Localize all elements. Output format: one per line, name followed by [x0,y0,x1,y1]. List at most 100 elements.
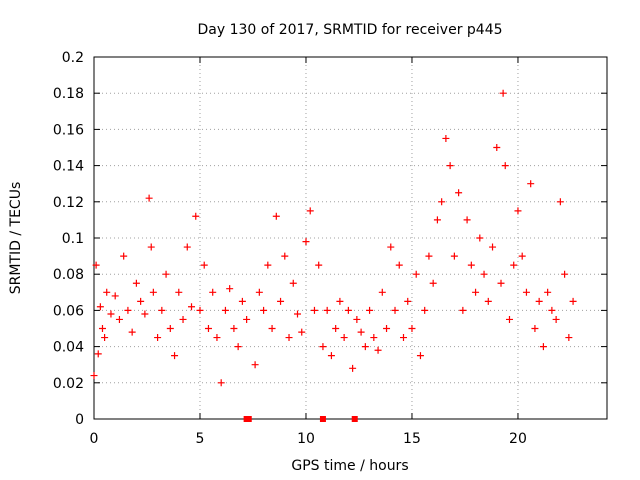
data-point [450,252,458,260]
data-point [162,270,170,278]
data-point [378,288,386,296]
data-point [569,297,577,305]
data-point [238,297,246,305]
data-point [438,198,446,206]
data-point [561,270,569,278]
data-point [510,261,518,269]
chart-title: Day 130 of 2017, SRMTID for receiver p44… [197,22,502,38]
data-point [204,325,212,332]
data-point [455,189,463,197]
data-point [429,279,437,287]
data-point [522,288,530,296]
data-point [90,372,98,380]
data-point [264,261,272,269]
data-point [404,297,412,305]
y-tick-label: 0.14 [53,159,84,175]
y-tick-label: 0.08 [53,267,84,283]
axis-ticks: 0 0.02 0.04 0.06 0.08 0.1 0.12 0.14 0.16 0.18 0.2 0… [53,50,607,447]
data-point [391,306,399,314]
data-point [383,325,391,332]
data-point [353,315,361,323]
data-point [154,334,162,342]
data-point [336,297,344,305]
data-point [209,288,217,296]
data-point [217,379,225,387]
data-point [107,310,115,318]
data-point [433,216,441,224]
data-point [374,346,382,354]
data-point [149,288,157,296]
data-point [183,243,191,251]
data-point [192,212,200,220]
data-point [230,325,238,332]
data-point [145,194,153,202]
y-tick-label: 0 [75,412,84,428]
data-point [399,334,407,342]
x-tick-label: 5 [196,431,205,447]
data-point [366,306,374,314]
data-point [361,343,369,351]
y-tick-label: 0.04 [53,340,84,356]
x-tick-label: 0 [90,431,99,447]
data-point [268,325,276,332]
data-point [147,243,155,251]
data-point [137,297,145,305]
y-axis-label: SRMTID / TECUs [8,182,24,295]
data-point [476,234,484,242]
data-point [98,325,106,332]
data-point [221,306,229,314]
data-point [531,325,539,332]
data-point [556,198,564,206]
data-point [499,89,507,97]
data-point [158,306,166,314]
data-point [171,352,179,360]
x-axis-label: GPS time / hours [291,458,408,474]
data-point [332,325,340,332]
data-point [96,303,104,311]
data-point [425,252,433,260]
data-point [357,328,365,336]
data-point [535,297,543,305]
data-point [234,343,242,351]
data-point [416,352,424,360]
data-point [484,297,492,305]
data-point [539,343,547,351]
data-point [472,288,480,296]
data-point [103,288,111,296]
data-point-marker [245,416,252,422]
data-point [115,315,123,323]
data-point [175,288,183,296]
data-point [408,325,416,332]
data-point [463,216,471,224]
x-tick-label: 20 [509,431,527,447]
data-point [446,162,454,170]
data-point [294,310,302,318]
data-point [565,334,573,342]
data-point [387,243,395,251]
data-point [552,315,560,323]
y-tick-label: 0.06 [53,303,84,319]
data-point [92,261,100,269]
data-point [179,315,187,323]
data-point [289,279,297,287]
data-point [128,328,136,336]
data-points [90,89,577,422]
y-tick-label: 0.18 [53,86,84,102]
data-point [527,180,535,188]
y-tick-label: 0.02 [53,376,84,392]
data-point [196,306,204,314]
data-point [480,270,488,278]
data-point [260,306,268,314]
data-point [370,334,378,342]
data-point [319,343,327,351]
data-point [349,364,357,372]
data-point [272,212,280,220]
data-point [200,261,208,269]
data-point [544,288,552,296]
data-point [518,252,526,260]
data-point [120,252,128,260]
y-tick-label: 0.1 [62,231,84,247]
data-point [315,261,323,269]
